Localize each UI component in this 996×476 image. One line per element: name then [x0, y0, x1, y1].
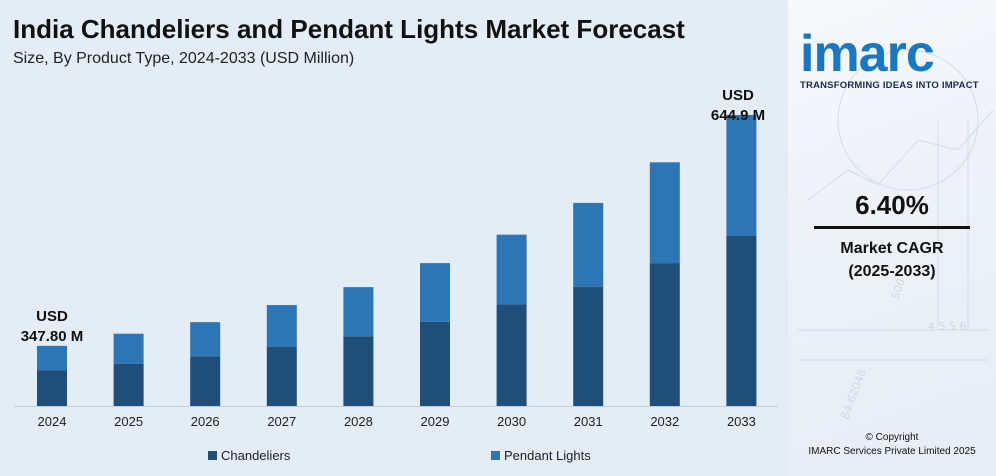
last-value-amount: 644.9 M — [710, 107, 766, 124]
bar-chandeliers-2032 — [649, 263, 680, 406]
cagr-label: Market CAGR — [840, 240, 944, 257]
legend-item-pendant-lights: Pendant Lights — [491, 448, 591, 463]
cagr-divider — [814, 226, 970, 229]
copyright-line-2: IMARC Services Private Limited 2025 — [808, 446, 976, 457]
copyright-line-1: © Copyright — [865, 432, 919, 443]
cagr-value: 6.40% — [855, 190, 929, 220]
svg-text:4 5 5 6: 4 5 5 6 — [928, 320, 966, 333]
x-tick-label-2025: 2025 — [114, 414, 143, 429]
x-tick-label-2032: 2032 — [650, 414, 679, 429]
bar-pendant-lights-2032 — [649, 162, 680, 264]
chart-panel: India Chandeliers and Pendant Lights Mar… — [0, 0, 788, 476]
last-value-label: USD 644.9 M — [700, 86, 776, 126]
x-tick-label-2029: 2029 — [421, 414, 450, 429]
bar-pendant-lights-2024 — [37, 345, 67, 371]
bar-pendant-lights-2027 — [266, 305, 297, 347]
imarc-logo: imarc — [800, 25, 935, 83]
bar-pendant-lights-2025 — [113, 333, 144, 364]
legend-label-pendant-lights: Pendant Lights — [504, 448, 591, 463]
brand-tagline: TRANSFORMING IDEAS INTO IMPACT — [800, 80, 979, 91]
chandeliers-swatch — [208, 451, 217, 460]
first-value-amount: 347.80 M — [20, 328, 84, 345]
first-value-label: USD 347.80 M — [12, 307, 92, 347]
bar-chandeliers-2031 — [573, 286, 604, 406]
x-tick-label-2031: 2031 — [574, 414, 603, 429]
background-graph-decoration: 500 4 5 5 6 84.62048 — [798, 49, 994, 421]
chart-title: India Chandeliers and Pendant Lights Mar… — [13, 14, 685, 44]
chart-subtitle: Size, By Product Type, 2024-2033 (USD Mi… — [13, 50, 355, 67]
first-value-currency: USD — [36, 308, 68, 325]
bar-chandeliers-2026 — [190, 356, 221, 406]
x-tick-label-2028: 2028 — [344, 414, 373, 429]
bar-chandeliers-2033 — [726, 235, 757, 406]
bar-chandeliers-2025 — [113, 363, 144, 406]
bar-chart: 2024 2025 2026 2027 2028 2029 2030 2031 2032 2033 — [14, 114, 778, 429]
bar-pendant-lights-2030 — [496, 234, 527, 305]
bar-chandeliers-2030 — [496, 304, 527, 406]
svg-text:84.62048: 84.62048 — [839, 367, 869, 421]
legend-label-chandeliers: Chandeliers — [221, 448, 291, 463]
bar-pendant-lights-2029 — [420, 263, 450, 322]
copyright-notice: © Copyright IMARC Services Private Limit… — [788, 431, 996, 459]
bar-pendant-lights-2026 — [190, 322, 221, 357]
x-tick-label-2033: 2033 — [727, 414, 756, 429]
last-value-currency: USD — [722, 87, 754, 104]
x-tick-label-2024: 2024 — [38, 414, 67, 429]
bar-pendant-lights-2028 — [343, 287, 374, 337]
bar-chandeliers-2029 — [420, 321, 450, 406]
x-tick-label-2027: 2027 — [267, 414, 296, 429]
legend-item-chandeliers: Chandeliers — [208, 448, 290, 463]
bar-chandeliers-2024 — [37, 370, 67, 406]
x-tick-label-2030: 2030 — [497, 414, 526, 429]
bar-pendant-lights-2031 — [573, 202, 604, 287]
pendant-lights-swatch — [491, 451, 500, 460]
bar-chandeliers-2027 — [266, 346, 297, 406]
cagr-period: (2025-2033) — [848, 263, 936, 280]
bar-chandeliers-2028 — [343, 336, 374, 406]
brand-panel: 500 4 5 5 6 84.62048 imarc TRANSFORMING … — [788, 0, 996, 476]
x-tick-label-2026: 2026 — [191, 414, 220, 429]
bar-pendant-lights-2033 — [726, 114, 757, 236]
